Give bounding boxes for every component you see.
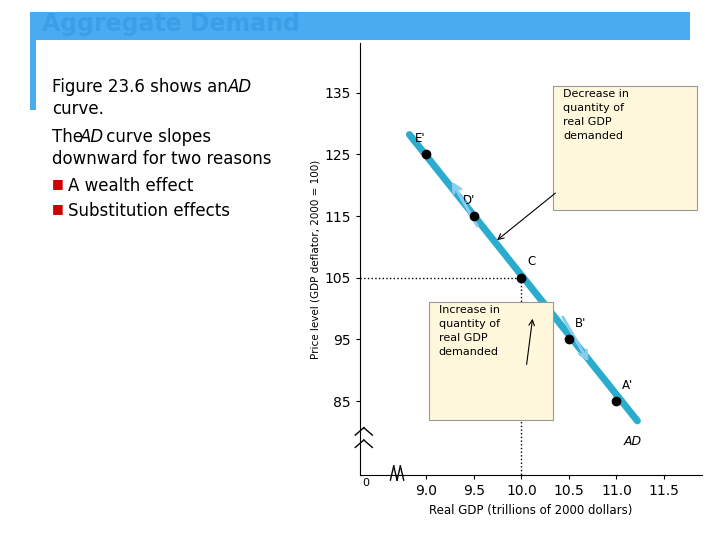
- Text: ■: ■: [52, 202, 64, 215]
- Text: B': B': [575, 317, 586, 330]
- Text: E': E': [415, 132, 426, 145]
- Y-axis label: Price level (GDP deflator, 2000 = 100): Price level (GDP deflator, 2000 = 100): [310, 160, 320, 359]
- Text: A': A': [622, 379, 634, 392]
- Text: Substitution effects: Substitution effects: [68, 202, 230, 220]
- Text: curve.: curve.: [52, 100, 104, 118]
- Bar: [30, 12, 690, 40]
- Text: A wealth effect: A wealth effect: [68, 177, 194, 195]
- Text: AD: AD: [228, 78, 252, 96]
- Text: downward for two reasons: downward for two reasons: [52, 150, 271, 168]
- Text: 0: 0: [362, 478, 369, 488]
- Text: curve slopes: curve slopes: [101, 128, 211, 146]
- Text: C: C: [527, 255, 536, 268]
- X-axis label: Real GDP (trillions of 2000 dollars): Real GDP (trillions of 2000 dollars): [429, 504, 633, 517]
- Text: Figure 23.6 shows an: Figure 23.6 shows an: [52, 78, 233, 96]
- Text: Increase in
quantity of
real GDP
demanded: Increase in quantity of real GDP demande…: [439, 306, 500, 357]
- FancyBboxPatch shape: [429, 302, 553, 420]
- Text: Decrease in
quantity of
real GDP
demanded: Decrease in quantity of real GDP demande…: [563, 90, 629, 141]
- FancyBboxPatch shape: [553, 86, 697, 210]
- Text: AD: AD: [624, 435, 642, 448]
- Text: The: The: [52, 128, 89, 146]
- Text: AD: AD: [80, 128, 104, 146]
- Text: D': D': [462, 194, 475, 207]
- Text: Aggregate Demand: Aggregate Demand: [42, 12, 300, 36]
- Bar: [30, 40, 36, 110]
- Text: ■: ■: [52, 177, 64, 190]
